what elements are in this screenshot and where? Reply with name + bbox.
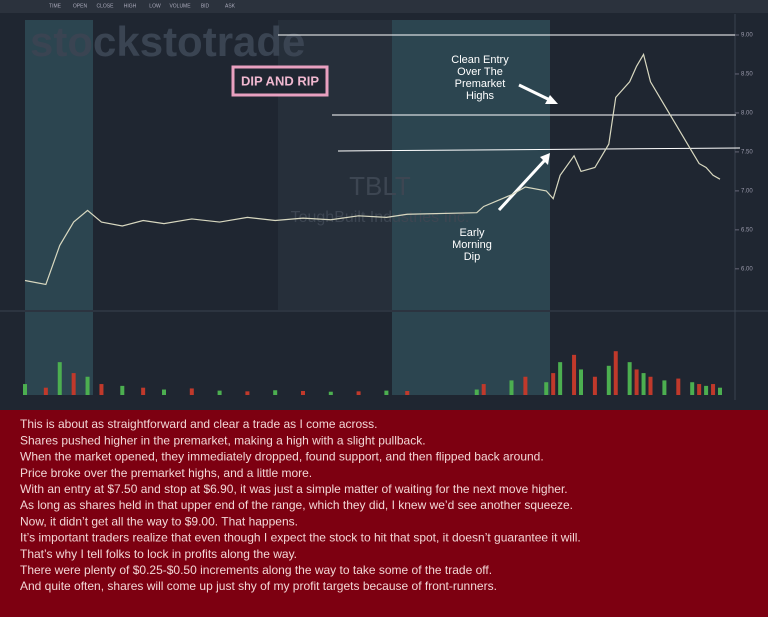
y-tick-label: 8.00 <box>741 111 753 117</box>
text-line: As long as shares held in that upper end… <box>20 498 573 512</box>
volume-bar <box>711 384 716 395</box>
text-line: There were plenty of $0.25-$0.50 increme… <box>20 563 492 577</box>
y-tick-label: 9.00 <box>741 33 753 39</box>
arrowhead <box>540 153 550 165</box>
volume-bar <box>328 391 333 395</box>
volume-bar <box>474 389 479 395</box>
volume-bar <box>162 389 166 395</box>
volume-bar <box>189 388 194 395</box>
volume-bar <box>613 351 618 395</box>
premarket-band <box>25 20 93 310</box>
y-tick-label: 8.50 <box>741 72 753 78</box>
company: ToughBuilt Industries Inc. <box>291 209 470 226</box>
y-tick-label: 7.50 <box>741 149 753 155</box>
text-line: Now, it didn’t get all the way to $9.00.… <box>20 514 298 528</box>
volume-bar <box>85 376 90 395</box>
toolbar <box>0 0 768 13</box>
volume-bar <box>71 373 76 395</box>
volume-bar <box>704 385 709 395</box>
volume-bar <box>558 362 563 395</box>
watermark: stockstotrade <box>30 18 305 65</box>
volume-bar <box>579 369 583 395</box>
volume-bar <box>405 390 410 395</box>
annotation: Morning <box>452 239 492 251</box>
premarket-band <box>392 20 550 310</box>
volume-bar <box>57 362 62 395</box>
annotation: Dip <box>464 251 481 263</box>
toolbar-label: HIGH <box>124 3 137 9</box>
symbol: TBLT <box>349 171 411 201</box>
y-tick-label: 6.00 <box>741 266 753 272</box>
volume-bar <box>217 390 222 395</box>
volume-bar <box>273 390 278 395</box>
volume-bar <box>634 369 639 395</box>
volume-bar <box>23 384 27 395</box>
volume-bar <box>120 385 125 395</box>
toolbar-label: TIME <box>49 3 62 9</box>
volume-bar <box>245 391 250 395</box>
volume-bar <box>384 390 389 395</box>
text-line: Price broke over the premarket highs, an… <box>20 466 312 480</box>
volume-bar <box>662 380 667 395</box>
volume-bar <box>641 373 646 395</box>
text-line: This is about as straightforward and cle… <box>20 417 378 431</box>
volume-bar <box>551 373 556 395</box>
volume-bar <box>356 391 361 395</box>
volume-bar <box>572 354 577 395</box>
arrow <box>497 158 547 212</box>
badge-box <box>231 65 329 97</box>
volume-bar <box>99 384 104 395</box>
text-line: That’s why I tell folks to lock in profi… <box>20 547 297 561</box>
badge: DIP AND RIP <box>241 73 319 88</box>
annotation: Early <box>459 227 485 239</box>
plot: 6.00 6.50 7.00 7.50 8.00 8.50 9.00 <box>23 33 753 395</box>
toolbar-label: BID <box>201 3 210 9</box>
volume-bar <box>509 380 514 395</box>
text-line: Shares pushed higher in the premarket, m… <box>20 433 426 447</box>
annotation: Premarket <box>455 78 506 90</box>
volume-bar <box>697 384 702 395</box>
volume-bar <box>690 382 695 395</box>
annotation: Over The <box>457 66 503 78</box>
level-line <box>337 147 741 152</box>
annotation: Clean Entry <box>451 54 509 66</box>
text-line: With an entry at $7.50 and stop at $6.90… <box>20 482 568 496</box>
volume-bar <box>43 387 48 395</box>
y-tick-label: 6.50 <box>741 227 753 233</box>
volume-bar <box>141 387 146 395</box>
paragraph: This is about as straightforward and cle… <box>20 417 581 593</box>
arrow <box>518 83 553 103</box>
text-line: And quite often, shares will come up jus… <box>20 579 497 593</box>
arrowhead <box>545 95 558 104</box>
volume-bar <box>718 387 722 395</box>
toolbar-label: OPEN <box>73 3 88 9</box>
volume-bar <box>301 390 305 395</box>
volume-bar <box>606 365 611 395</box>
volume-bar <box>544 382 549 395</box>
volume-bar <box>627 362 632 395</box>
annotation: Highs <box>466 90 495 102</box>
volume-bar <box>648 376 653 395</box>
toolbar-label: LOW <box>149 3 161 9</box>
toolbar-label: VOLUME <box>169 3 191 9</box>
volume-bar <box>481 384 486 395</box>
volume-bar <box>676 378 681 395</box>
price-line <box>24 52 721 286</box>
text-line: When the market opened, they immediately… <box>20 450 544 464</box>
toolbar-label: ASK <box>225 3 236 9</box>
volume-bar <box>523 376 528 395</box>
volume-bar <box>592 376 597 395</box>
text-line: It’s important traders realize that even… <box>20 531 581 545</box>
toolbar-label: CLOSE <box>97 3 115 9</box>
text-box <box>0 410 768 617</box>
y-tick-label: 7.00 <box>741 188 753 194</box>
